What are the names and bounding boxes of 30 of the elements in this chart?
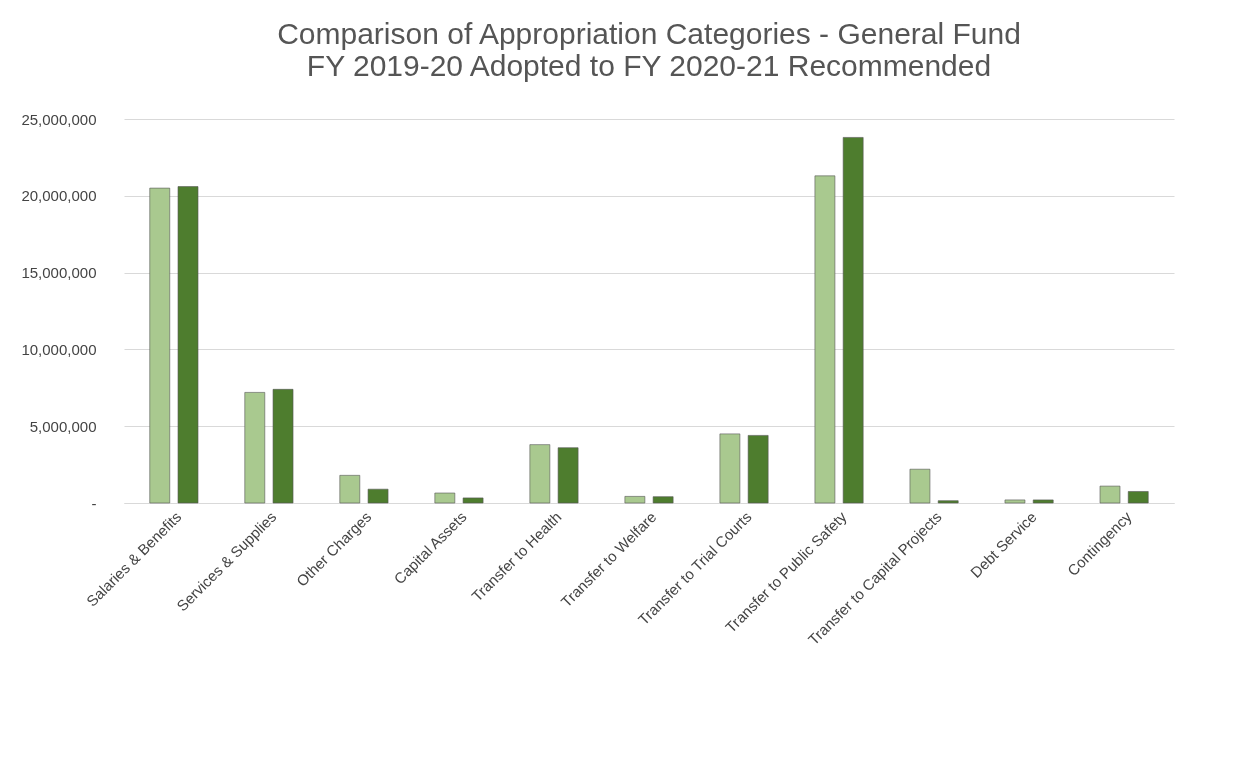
y-tick-label: 15,000,000 [21, 264, 97, 282]
bar [557, 447, 579, 504]
text: Comparison of Appropriation Categories - General Fund [277, 17, 1021, 50]
bar [149, 187, 171, 504]
bar [652, 496, 674, 504]
bar [842, 137, 864, 504]
bar [529, 444, 551, 504]
bar [1032, 499, 1054, 504]
bar [747, 435, 769, 504]
y-tick-label: - [91, 494, 97, 512]
text: FY 2019-20 Adopted to FY 2020-21 Recommended [306, 49, 992, 82]
y-tick-label: 10,000,000 [21, 340, 97, 358]
bar [1004, 499, 1026, 504]
bar [434, 492, 456, 504]
bar [1127, 491, 1149, 504]
bar [814, 175, 836, 504]
y-tick-label: 5,000,000 [29, 417, 97, 435]
bar [339, 475, 361, 504]
bar [177, 186, 199, 504]
bar [909, 468, 931, 504]
bar [244, 392, 266, 504]
bar [937, 500, 959, 504]
bar [462, 497, 484, 504]
bar [624, 496, 646, 504]
bar [272, 389, 294, 504]
bar [367, 488, 389, 504]
y-tick-label: 20,000,000 [21, 187, 97, 205]
y-tick-label: 25,000,000 [21, 110, 97, 128]
bar [719, 433, 741, 504]
bar [1099, 485, 1121, 504]
